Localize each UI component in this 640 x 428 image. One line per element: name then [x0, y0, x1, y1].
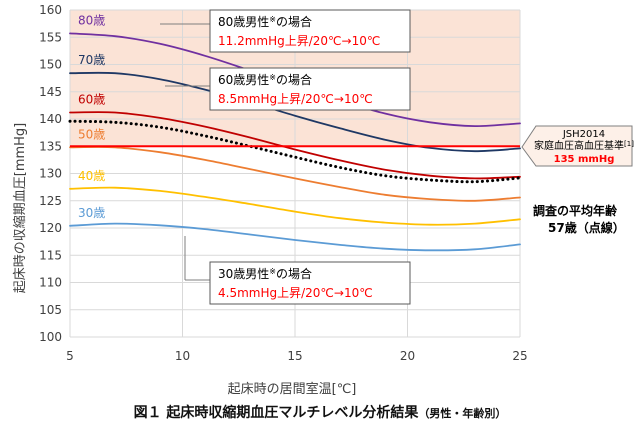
y-tick-label: 155	[39, 30, 62, 44]
svg-text:調査の平均年齢: 調査の平均年齢	[533, 203, 618, 218]
jsh-callout: JSH2014 家庭血圧高血圧基準[1] 135 mmHg	[521, 125, 634, 167]
x-axis-title: 起床時の居間室温[℃]	[228, 381, 357, 397]
svg-text:80歳男性※の場合: 80歳男性※の場合	[218, 14, 312, 29]
y-tick-label: 140	[39, 112, 62, 126]
y-tick-label: 150	[39, 58, 62, 72]
y-tick-label: 105	[39, 303, 62, 317]
x-tick-label: 10	[175, 349, 190, 363]
y-tick-label: 135	[39, 139, 62, 153]
series-label: 70歳	[78, 53, 105, 67]
svg-text:30歳男性※の場合: 30歳男性※の場合	[218, 266, 312, 281]
series-line	[69, 222, 521, 252]
series-line	[69, 111, 521, 180]
y-axis-title: 起床時の収縮期血圧[mmHg]	[12, 123, 28, 294]
annotation-80: 80歳男性※の場合 11.2mmHg上昇/20℃→10℃	[160, 9, 411, 53]
series-label: 40歳	[78, 169, 105, 183]
caption-main: 図１ 起床時収縮期血圧マルチレベル分析結果	[133, 405, 419, 421]
average-age-label: 調査の平均年齢 57歳（点線）	[533, 203, 625, 235]
annotation-30: 30歳男性※の場合 4.5mmHg上昇/20℃→10℃	[184, 236, 411, 305]
line-chart: 1001051101151201251301351401451501551605…	[12, 3, 634, 397]
series-line	[68, 119, 522, 184]
series-label: 50歳	[78, 127, 105, 141]
x-tick-label: 5	[66, 349, 74, 363]
series-label: 30歳	[78, 206, 105, 220]
series-label: 60歳	[78, 92, 105, 106]
figure-caption: 図１ 起床時収縮期血圧マルチレベル分析結果（男性・年齢別）	[0, 402, 640, 422]
x-tick-label: 25	[512, 349, 527, 363]
svg-text:11.2mmHg上昇/20℃→10℃: 11.2mmHg上昇/20℃→10℃	[218, 34, 380, 48]
y-tick-label: 125	[39, 194, 62, 208]
svg-text:135 mmHg: 135 mmHg	[554, 154, 615, 165]
y-tick-label: 145	[39, 85, 62, 99]
annotation-60: 60歳男性※の場合 8.5mmHg上昇/20℃→10℃	[165, 67, 411, 111]
x-tick-label: 20	[400, 349, 415, 363]
svg-text:57歳（点線）: 57歳（点線）	[548, 220, 625, 235]
svg-text:60歳男性※の場合: 60歳男性※の場合	[218, 72, 312, 87]
series-line	[69, 186, 521, 226]
series-labels: 80歳 70歳 60歳 50歳 40歳 30歳	[78, 13, 105, 219]
svg-text:JSH2014: JSH2014	[562, 129, 605, 140]
series-line	[69, 146, 521, 202]
y-tick-label: 160	[39, 3, 62, 17]
axis-ticks: 1001051101151201251301351401451501551605…	[39, 3, 528, 363]
svg-text:4.5mmHg上昇/20℃→10℃: 4.5mmHg上昇/20℃→10℃	[218, 286, 373, 300]
svg-text:8.5mmHg上昇/20℃→10℃: 8.5mmHg上昇/20℃→10℃	[218, 92, 373, 106]
series-label: 80歳	[78, 13, 105, 27]
x-tick-label: 15	[287, 349, 302, 363]
svg-text:家庭血圧高血圧基準[1]: 家庭血圧高血圧基準[1]	[534, 139, 634, 152]
series-line	[69, 71, 521, 153]
y-tick-label: 115	[39, 248, 62, 262]
y-tick-label: 110	[39, 276, 62, 290]
y-tick-label: 120	[39, 221, 62, 235]
caption-sub: （男性・年齢別）	[418, 407, 507, 420]
y-tick-label: 100	[39, 330, 62, 344]
y-tick-label: 130	[39, 167, 62, 181]
